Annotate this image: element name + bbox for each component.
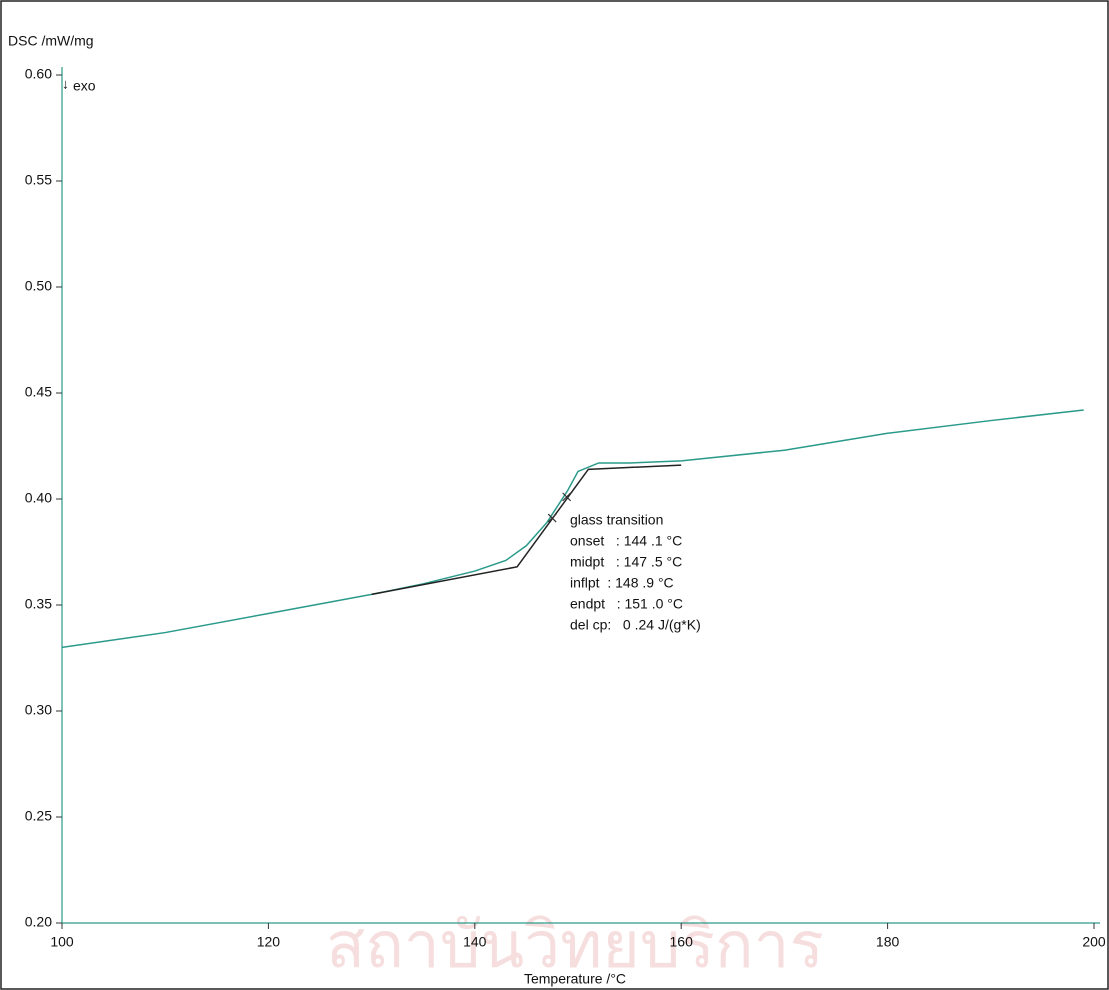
y-tick-label: 0.60 <box>25 66 52 82</box>
annotation: glass transition <box>570 512 663 528</box>
x-tick-label: 160 <box>670 934 694 950</box>
annotation: del cp: 0 .24 J/(g*K) <box>570 617 701 633</box>
y-axis-label: DSC /mW/mg <box>8 33 94 49</box>
exo-label: exo <box>73 78 96 94</box>
x-axis-label: Temperature /°C <box>524 971 626 987</box>
y-tick-label: 0.50 <box>25 278 52 294</box>
exo-arrow: ↓ <box>62 76 69 92</box>
annotation: inflpt : 148 .9 °C <box>570 575 674 591</box>
watermark: สถาบันวิทยบริการ <box>326 909 824 981</box>
y-tick-label: 0.45 <box>25 384 52 400</box>
y-tick-label: 0.55 <box>25 172 52 188</box>
x-tick-label: 180 <box>876 934 900 950</box>
x-marker <box>562 492 572 502</box>
x-marker <box>547 513 557 523</box>
annotation: onset : 144 .1 °C <box>570 533 682 549</box>
x-tick-label: 200 <box>1082 934 1106 950</box>
annotation: midpt : 147 .5 °C <box>570 554 682 570</box>
x-tick-label: 100 <box>50 934 74 950</box>
y-tick-label: 0.35 <box>25 596 52 612</box>
dsc-curve <box>61 409 1084 649</box>
y-tick-label: 0.20 <box>25 914 52 930</box>
y-tick-label: 0.30 <box>25 702 52 718</box>
x-tick-label: 120 <box>257 934 281 950</box>
y-tick-label: 0.25 <box>25 808 52 824</box>
annotation: endpt : 151 .0 °C <box>570 596 683 612</box>
y-tick-label: 0.40 <box>25 490 52 506</box>
x-tick-label: 140 <box>463 934 487 950</box>
